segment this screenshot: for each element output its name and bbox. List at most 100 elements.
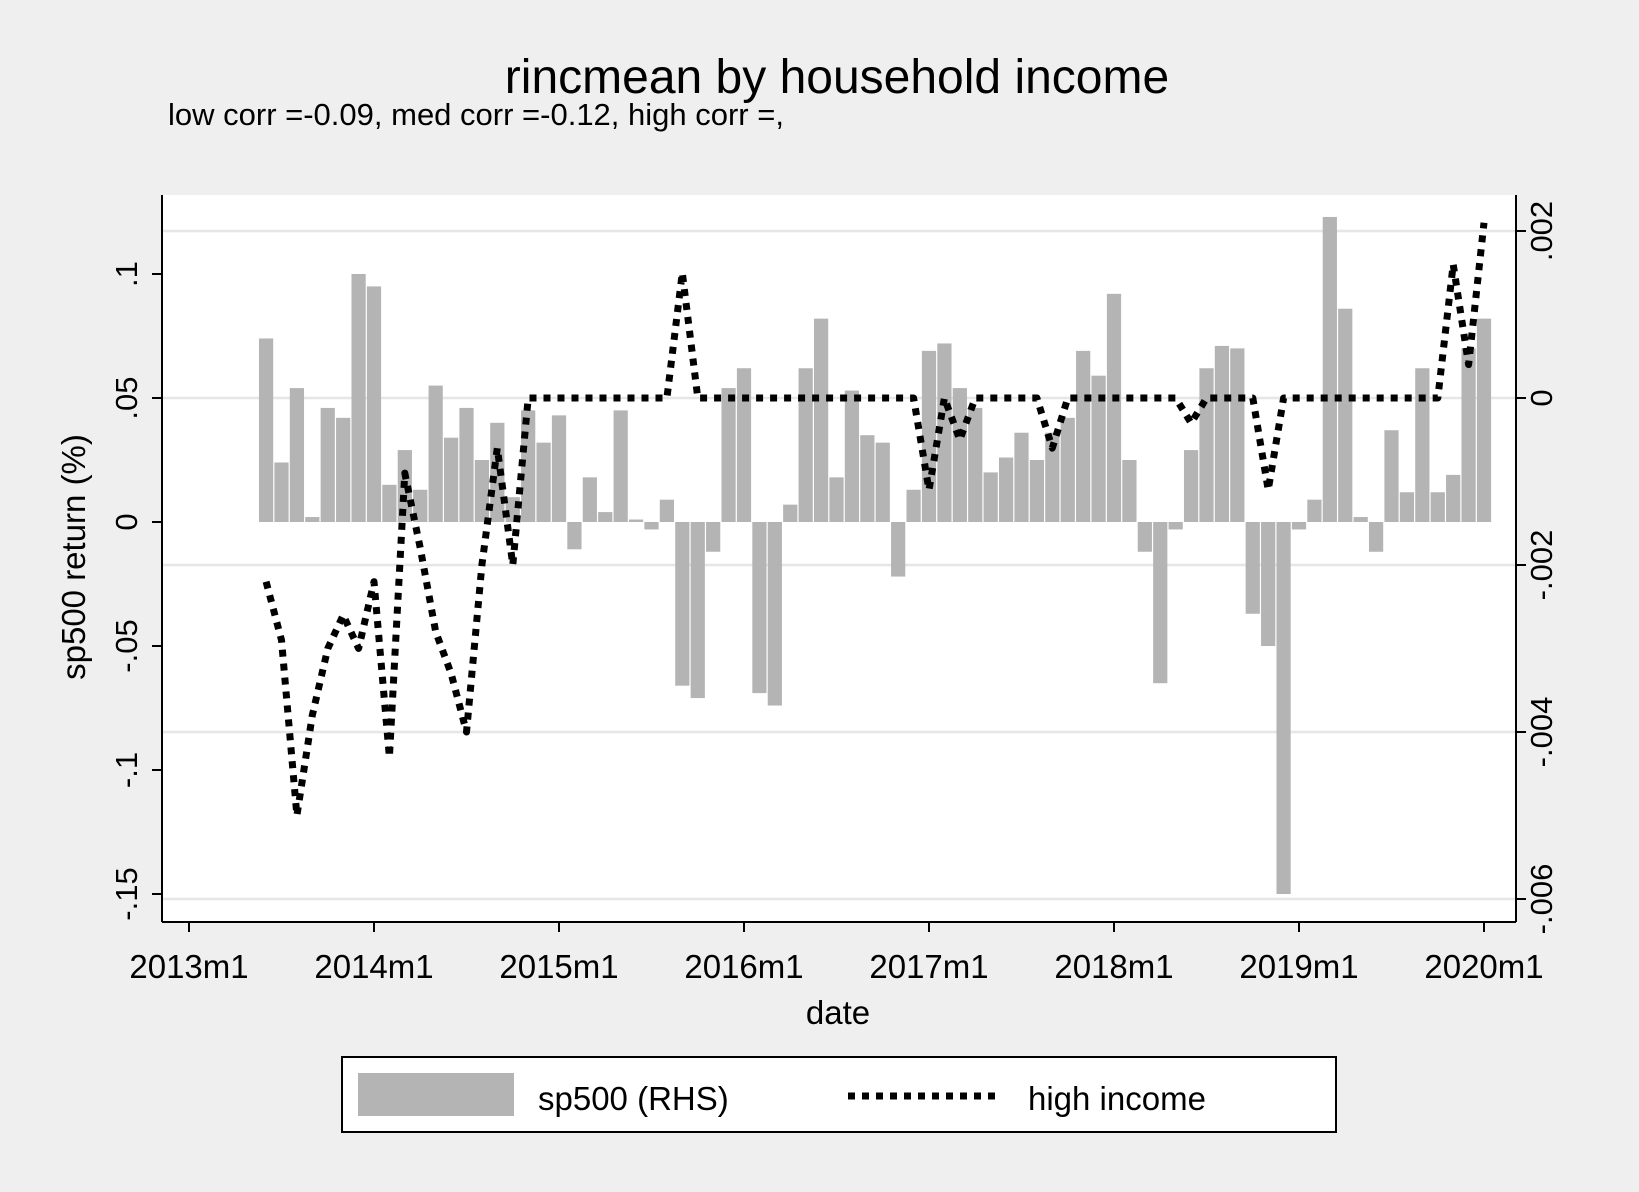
bar xyxy=(891,522,906,577)
bar xyxy=(1368,522,1384,552)
bar xyxy=(767,522,782,706)
bar xyxy=(1276,522,1291,894)
bar xyxy=(1060,417,1075,522)
bar xyxy=(1384,430,1399,522)
left-tick-label: .1 xyxy=(109,261,144,287)
line-series xyxy=(262,222,1488,819)
bar xyxy=(798,368,813,522)
bar xyxy=(567,522,582,550)
bar xyxy=(1430,492,1445,522)
bar xyxy=(459,407,474,522)
legend: sp500 (RHS) high income xyxy=(341,1056,1337,1133)
bar xyxy=(1029,460,1045,522)
bar xyxy=(721,388,736,522)
right-tick-label: .002 xyxy=(1524,201,1559,261)
bar xyxy=(598,512,613,522)
bar xyxy=(1199,368,1214,522)
right-tick-label: -.002 xyxy=(1524,530,1559,601)
bar xyxy=(1353,517,1368,522)
bar xyxy=(1291,522,1307,530)
left-tick-label: -.05 xyxy=(109,619,144,672)
left-tick-label: -.1 xyxy=(109,752,144,788)
bar xyxy=(813,318,829,522)
x-tick-label: 2013m1 xyxy=(129,948,248,985)
bar xyxy=(675,522,690,686)
line-high-income xyxy=(262,222,1488,819)
bar xyxy=(783,504,798,522)
bar xyxy=(844,390,860,522)
bar xyxy=(536,442,551,522)
bar xyxy=(1137,522,1152,552)
x-tick-label: 2014m1 xyxy=(314,948,433,985)
bar xyxy=(320,407,335,522)
bar xyxy=(659,499,675,522)
x-tick-label: 2019m1 xyxy=(1239,948,1358,985)
x-tick-label: 2020m1 xyxy=(1424,948,1543,985)
bar xyxy=(1045,432,1060,522)
left-axis-ticks: -.15 -.1 -.05 0 .05 .1 xyxy=(109,261,162,921)
bar xyxy=(382,484,397,522)
left-tick-label: -.15 xyxy=(109,867,144,920)
bar xyxy=(1076,350,1091,522)
chart-subtitle: low corr =-0.09, med corr =-0.12, high c… xyxy=(168,97,784,132)
x-tick-label: 2016m1 xyxy=(684,948,803,985)
bar xyxy=(968,407,983,522)
x-tick-label: 2015m1 xyxy=(499,948,618,985)
left-tick-label: .05 xyxy=(109,376,144,419)
bar xyxy=(366,286,382,522)
bar xyxy=(1106,293,1122,522)
right-tick-label: 0 xyxy=(1524,389,1559,406)
bar xyxy=(1014,432,1029,522)
bar xyxy=(1261,522,1276,646)
bar xyxy=(1183,450,1199,522)
bar xyxy=(937,343,952,522)
bar xyxy=(983,472,998,522)
bar xyxy=(1338,308,1353,522)
legend-label-line: high income xyxy=(1028,1080,1206,1117)
bar xyxy=(336,417,351,522)
bar xyxy=(305,517,320,522)
bar xyxy=(628,519,644,522)
bar xyxy=(274,462,289,522)
bar xyxy=(952,388,967,522)
bar xyxy=(752,522,767,694)
bar xyxy=(1461,348,1476,522)
bar xyxy=(736,368,752,522)
y-axis-label: sp500 return (%) xyxy=(55,434,92,680)
legend-swatch-bars xyxy=(358,1073,514,1116)
bar xyxy=(1245,522,1260,614)
left-tick-label: 0 xyxy=(109,513,144,530)
bar xyxy=(443,437,459,522)
bar xyxy=(351,274,366,522)
bar xyxy=(474,460,490,522)
bar xyxy=(998,457,1014,522)
bar xyxy=(860,435,875,522)
chart-title: rincmean by household income xyxy=(505,51,1169,104)
x-tick-label: 2017m1 xyxy=(869,948,988,985)
bar xyxy=(1415,368,1430,522)
bar xyxy=(289,388,305,522)
bar xyxy=(582,477,597,522)
bar xyxy=(875,442,890,522)
bar xyxy=(690,522,705,699)
bar xyxy=(1322,216,1337,522)
bar xyxy=(1399,492,1415,522)
bar xyxy=(1214,345,1230,522)
bar xyxy=(921,350,937,522)
bar-series xyxy=(258,216,1492,894)
bar xyxy=(644,522,659,530)
bar xyxy=(1122,460,1137,522)
bar xyxy=(1307,499,1322,522)
bar xyxy=(1168,522,1183,530)
bar xyxy=(551,415,567,522)
bar xyxy=(428,385,443,522)
x-axis-ticks: 2013m1 2014m1 2015m1 2016m1 2017m1 2018m1 2019… xyxy=(129,922,1544,985)
bar xyxy=(1446,474,1461,522)
right-tick-label: -.004 xyxy=(1524,697,1559,768)
legend-label-bars: sp500 (RHS) xyxy=(538,1080,729,1117)
x-tick-label: 2018m1 xyxy=(1054,948,1173,985)
bar xyxy=(258,338,274,522)
right-axis-ticks: -.006 -.004 -.002 0 .002 xyxy=(1516,201,1559,934)
x-axis-label: date xyxy=(806,994,870,1031)
